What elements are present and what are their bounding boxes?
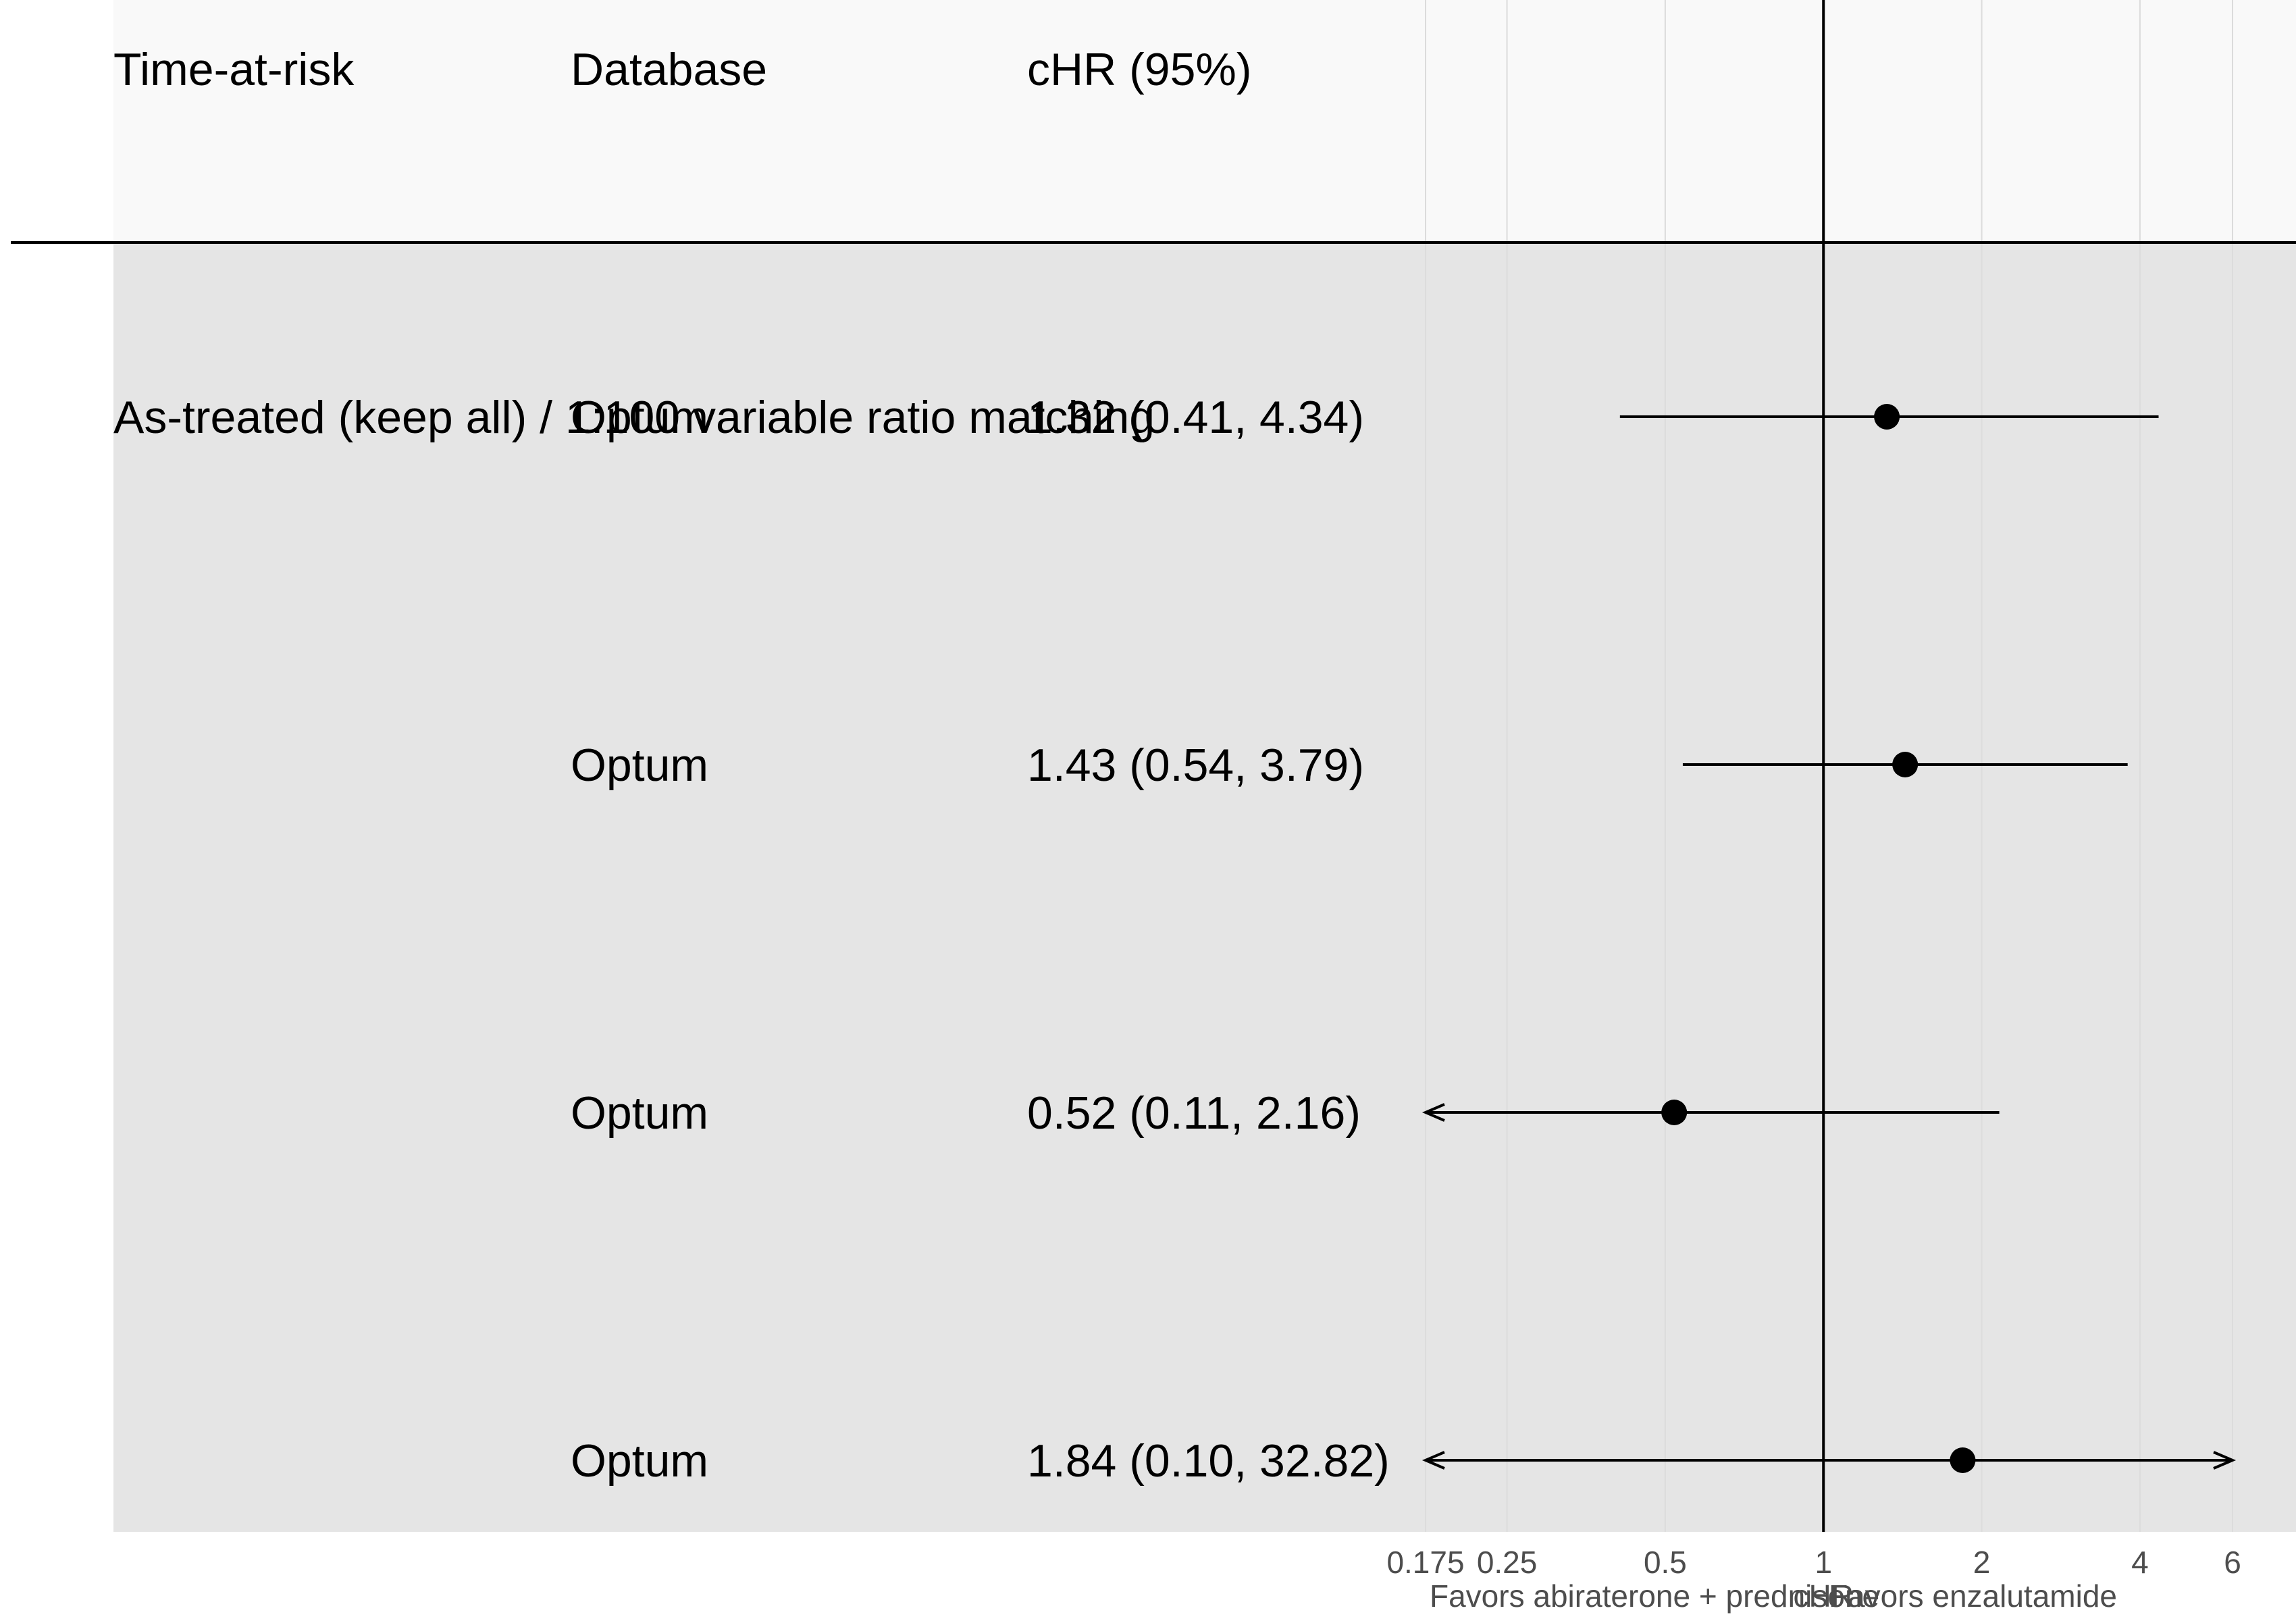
forest-row: As-treated (keep all) / 1:100 variable r…: [113, 392, 2159, 443]
rows: As-treated (keep all) / 1:100 variable r…: [113, 392, 2237, 1487]
x-axis: 0.175 0.25 0.5 1 2 4 6: [1386, 1545, 2241, 1580]
ci-arrow-left: [1421, 1103, 1445, 1122]
row-estimate-label: 0.52 (0.11, 2.16): [1027, 1087, 1361, 1139]
row-database: Optum: [571, 1087, 708, 1139]
row-database: Optum: [571, 1435, 708, 1487]
forest-row: Optum 1.84 (0.10, 32.82): [571, 1435, 2237, 1487]
x-tick-label: 6: [2224, 1545, 2241, 1580]
header-estimate: cHR (95%): [1027, 44, 1252, 95]
row-estimate-label: 1.84 (0.10, 32.82): [1027, 1435, 1390, 1487]
favors-left-label: Favors abiraterone + prednisone: [1430, 1578, 1879, 1614]
ci-arrow-left: [1421, 1451, 1445, 1470]
point-estimate: [1874, 404, 1900, 430]
row-estimate-label: 1.43 (0.54, 3.79): [1027, 740, 1364, 791]
favors-right-label: Favors enzalutamide: [1829, 1578, 2117, 1614]
x-axis-title: cHR: [1794, 1578, 1854, 1614]
forest-row: Optum 1.43 (0.54, 3.79): [571, 740, 2128, 791]
point-estimate: [1661, 1100, 1688, 1125]
x-tick-label: 0.175: [1386, 1545, 1464, 1580]
header-time-at-risk: Time-at-risk: [113, 44, 355, 95]
header-database: Database: [571, 44, 767, 95]
point-estimate: [1892, 752, 1919, 777]
forest-row: Optum 0.52 (0.11, 2.16): [571, 1087, 2000, 1139]
row-database: Optum: [571, 392, 708, 443]
x-tick-label: 2: [1973, 1545, 1991, 1580]
header-band: [113, 0, 2296, 242]
row-time-at-risk: As-treated (keep all) / 1:100 variable r…: [113, 392, 1155, 443]
x-tick-label: 0.25: [1477, 1545, 1538, 1580]
point-estimate: [1950, 1447, 1976, 1473]
x-tick-label: 1: [1815, 1545, 1832, 1580]
ci-arrow-right: [2213, 1451, 2237, 1470]
body-band: [113, 242, 2296, 1532]
x-tick-label: 0.5: [1644, 1545, 1687, 1580]
x-tick-label: 4: [2131, 1545, 2149, 1580]
row-estimate-label: 1.32 (0.41, 4.34): [1027, 392, 1364, 443]
row-database: Optum: [571, 740, 708, 791]
